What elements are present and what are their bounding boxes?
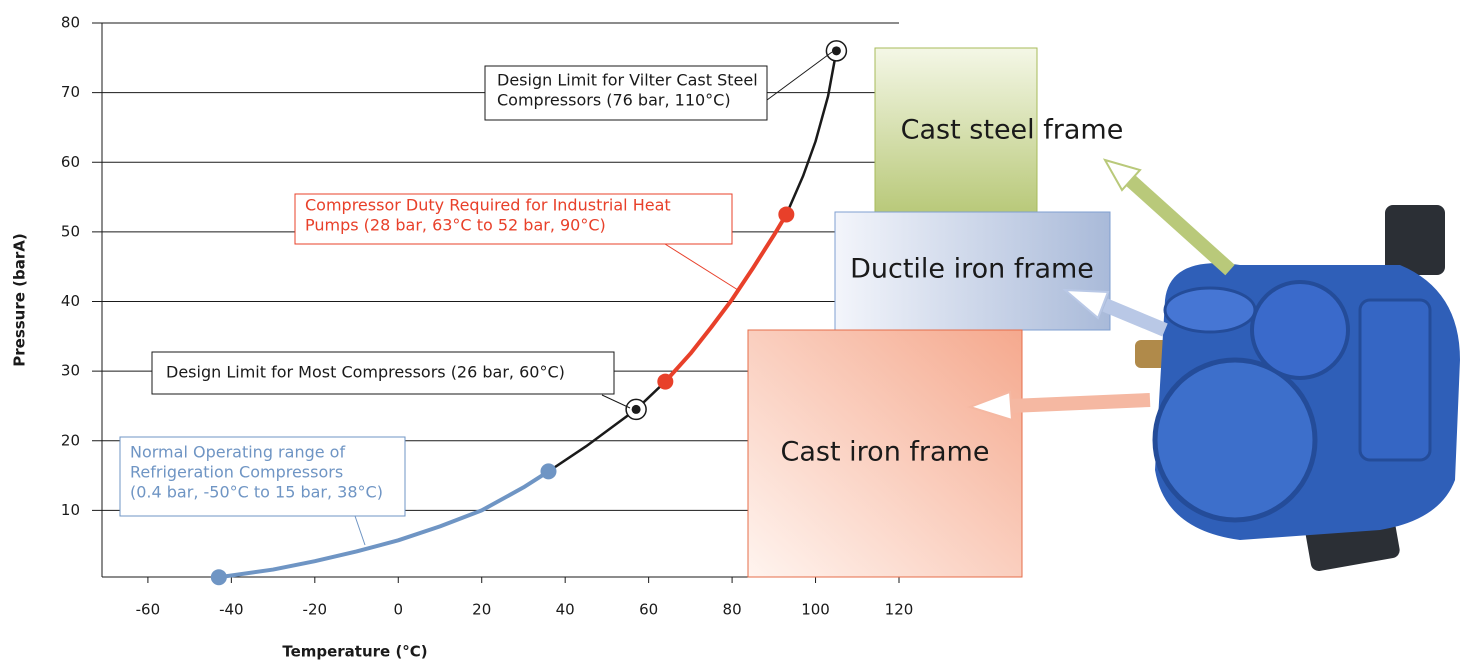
- y-tick-label: 50: [61, 222, 80, 240]
- x-tick-label: -20: [303, 601, 328, 619]
- arrow: [1130, 180, 1230, 270]
- x-tick-label: 60: [639, 601, 658, 619]
- y-tick-label: 20: [61, 431, 80, 449]
- frame-label: Cast iron frame: [781, 437, 990, 468]
- limit-marker-center: [632, 405, 641, 414]
- frame-label: Ductile iron frame: [850, 254, 1094, 285]
- annotation-text: Pumps (28 bar, 63°C to 52 bar, 90°C): [305, 216, 606, 235]
- point: [657, 374, 673, 390]
- leader-line: [602, 395, 630, 408]
- compressor-illustration: [1135, 205, 1460, 572]
- chart: 10 20 30 40 50 60 70 80 -60 -40 -20 0 20 40 60 80 100 120…: [0, 0, 1470, 662]
- x-tick-label: 100: [801, 601, 830, 619]
- y-tick-label: 60: [61, 153, 80, 171]
- annotation-text: Compressors (76 bar, 110°C): [497, 91, 731, 110]
- x-tick-label: 20: [472, 601, 491, 619]
- point: [211, 569, 227, 585]
- frame-label: Cast steel frame: [901, 115, 1124, 146]
- arrow: [1010, 400, 1150, 406]
- point: [778, 206, 794, 222]
- y-tick-label: 80: [61, 14, 80, 32]
- page: 10 20 30 40 50 60 70 80 -60 -40 -20 0 20 40 60 80 100 120…: [0, 0, 1470, 662]
- y-axis-label: Pressure (barA): [11, 233, 29, 366]
- arrow: [1105, 305, 1165, 330]
- limit-marker-center: [832, 46, 841, 55]
- annotation-text: Refrigeration Compressors: [130, 463, 343, 482]
- x-tick-label: -60: [136, 601, 161, 619]
- annotation-text: Design Limit for Most Compressors (26 ba…: [166, 363, 565, 382]
- x-axis-label: Temperature (°C): [282, 643, 427, 661]
- point: [540, 463, 556, 479]
- leader-line: [355, 516, 365, 545]
- leader-line: [665, 244, 738, 290]
- y-tick-label: 40: [61, 292, 80, 310]
- x-tick-label: 120: [885, 601, 914, 619]
- y-tick-label: 10: [61, 501, 80, 519]
- y-tick-label: 30: [61, 362, 80, 380]
- annotation-text: Normal Operating range of: [130, 443, 345, 462]
- y-tick-label: 70: [61, 83, 80, 101]
- x-tick-label: -40: [219, 601, 244, 619]
- x-tick-label: 80: [723, 601, 742, 619]
- annotation-text: Compressor Duty Required for Industrial …: [305, 196, 671, 215]
- x-tick-label: 0: [393, 601, 403, 619]
- annotation-text: (0.4 bar, -50°C to 15 bar, 38°C): [130, 483, 383, 502]
- x-tick-label: 40: [556, 601, 575, 619]
- annotation-text: Design Limit for Vilter Cast Steel: [497, 71, 758, 90]
